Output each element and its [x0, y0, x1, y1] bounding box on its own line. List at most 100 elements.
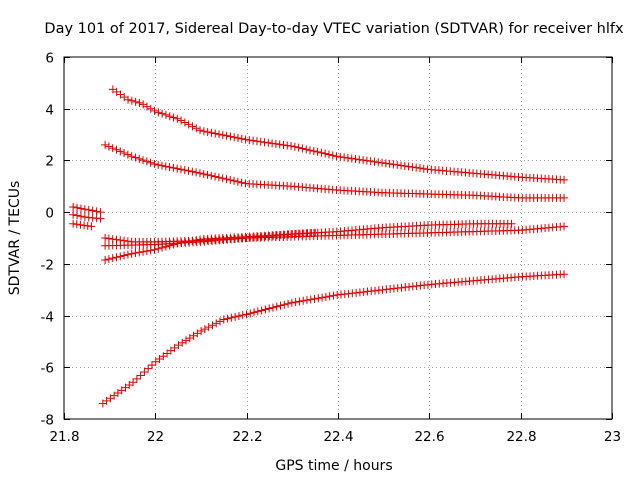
data-point — [203, 170, 212, 179]
data-point — [76, 204, 85, 213]
data-point — [104, 142, 113, 151]
data-point — [362, 156, 371, 165]
data-point — [233, 134, 242, 143]
data-point — [306, 146, 315, 155]
data-point — [212, 319, 221, 328]
data-point — [276, 301, 285, 310]
data-point — [412, 163, 421, 172]
data-point — [135, 154, 144, 163]
data-point — [233, 177, 242, 186]
data-point — [309, 147, 318, 156]
y-tick-labels: -8 -6 -4 -2 0 2 4 6 — [41, 51, 54, 429]
data-point — [222, 175, 231, 184]
x-tick-labels: 21.8 22 22.2 22.4 22.6 22.8 23 — [49, 429, 621, 445]
data-point — [241, 135, 250, 144]
x-tick-label: 22.8 — [506, 429, 536, 445]
data-point — [560, 193, 569, 202]
data-point — [180, 166, 189, 175]
data-point — [370, 157, 379, 166]
data-point — [218, 174, 227, 183]
data-point — [311, 228, 320, 237]
data-point — [131, 97, 140, 106]
data-point — [161, 110, 170, 119]
data-point — [351, 155, 360, 164]
data-point — [272, 302, 281, 311]
data-point — [226, 132, 235, 141]
data-point — [69, 210, 78, 219]
data-point — [234, 312, 243, 321]
data-point — [129, 378, 138, 387]
data-point — [204, 323, 213, 332]
data-point — [264, 138, 273, 147]
data-point — [116, 147, 125, 156]
data-point — [104, 234, 113, 243]
data-point — [252, 137, 261, 146]
data-point — [124, 95, 133, 104]
data-point — [165, 112, 174, 121]
data-point — [161, 162, 170, 171]
data-point — [249, 136, 258, 145]
data-point — [112, 145, 121, 154]
data-point — [290, 142, 299, 151]
x-tick-label: 23 — [604, 429, 621, 445]
data-point — [123, 150, 132, 159]
data-point — [80, 212, 89, 221]
data-point — [154, 160, 163, 169]
data-point — [226, 175, 235, 184]
chart-title: Day 101 of 2017, Sidereal Day-to-day VTE… — [44, 21, 624, 37]
data-point — [127, 152, 136, 161]
data-point — [142, 157, 151, 166]
data-point — [328, 151, 337, 160]
data-point — [230, 133, 239, 142]
data-point — [242, 310, 251, 319]
data-point — [302, 296, 311, 305]
y-tick-label: 2 — [45, 154, 54, 170]
y-tick-label: 4 — [45, 103, 54, 119]
data-point — [101, 255, 110, 264]
data-point — [195, 169, 204, 178]
data-point — [366, 157, 375, 166]
data-point — [101, 140, 110, 149]
x-tick-label: 22 — [147, 429, 164, 445]
data-point — [157, 161, 166, 170]
x-tick-label: 21.8 — [49, 429, 79, 445]
x-tick-label: 22.2 — [232, 429, 262, 445]
data-point — [184, 120, 193, 129]
data-point — [199, 169, 208, 178]
series-satellite-7 — [69, 202, 105, 217]
data-point — [177, 116, 186, 125]
data-point — [188, 122, 197, 131]
data-point — [76, 212, 85, 221]
data-point — [199, 127, 208, 136]
data-point — [231, 312, 240, 321]
data-point — [245, 136, 254, 145]
data-point — [419, 164, 428, 173]
series-satellite-8 — [69, 210, 105, 223]
series-satellite-9 — [69, 219, 96, 231]
data-point — [404, 162, 413, 171]
data-point — [131, 153, 140, 162]
data-point — [146, 104, 155, 113]
data-point — [343, 153, 352, 162]
data-point — [268, 139, 277, 148]
y-tick-label: -8 — [41, 413, 54, 429]
data-point — [69, 202, 78, 211]
grid — [64, 57, 612, 419]
data-point — [165, 163, 174, 172]
data-point — [215, 130, 224, 139]
data-point — [253, 307, 262, 316]
data-point — [291, 298, 300, 307]
data-point — [222, 131, 231, 140]
data-point — [261, 305, 270, 314]
data-point — [192, 168, 201, 177]
data-point — [393, 160, 402, 169]
data-point — [560, 270, 569, 279]
data-point — [207, 128, 216, 137]
data-point — [120, 251, 129, 260]
data-point — [284, 299, 293, 308]
data-point — [87, 222, 96, 231]
data-point — [144, 364, 153, 373]
data-point — [80, 221, 89, 230]
data-point — [257, 306, 266, 315]
data-point — [280, 300, 289, 309]
